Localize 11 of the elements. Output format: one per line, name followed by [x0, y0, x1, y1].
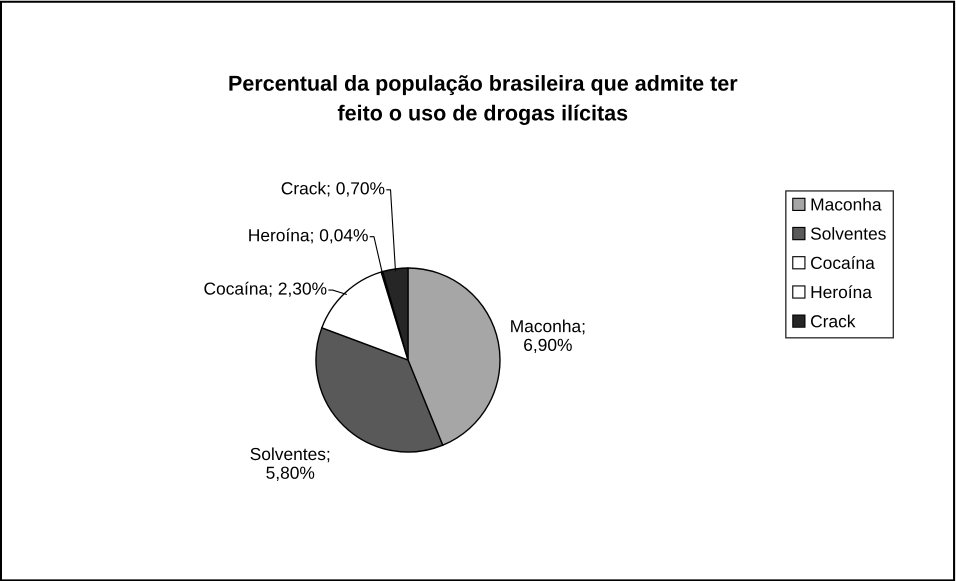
legend-label: Cocaína	[811, 256, 875, 270]
data-label: Cocaína; 2,30%	[204, 282, 326, 297]
data-label: Heroína; 0,04%	[249, 228, 368, 244]
data-label: Solventes; 5,80%	[250, 447, 330, 481]
legend-label: Crack	[811, 314, 856, 328]
chart-title: Percentual da população brasileira que admite ter feito o uso de drogas ilícitas	[229, 75, 738, 125]
data-label: Crack; 0,70%	[282, 182, 384, 197]
legend-label: Heroína	[812, 285, 872, 298]
data-label: Maconha; 6,90%	[511, 320, 584, 354]
legend-label: Solventes	[810, 227, 886, 240]
legend-label: Maconha	[812, 198, 882, 211]
